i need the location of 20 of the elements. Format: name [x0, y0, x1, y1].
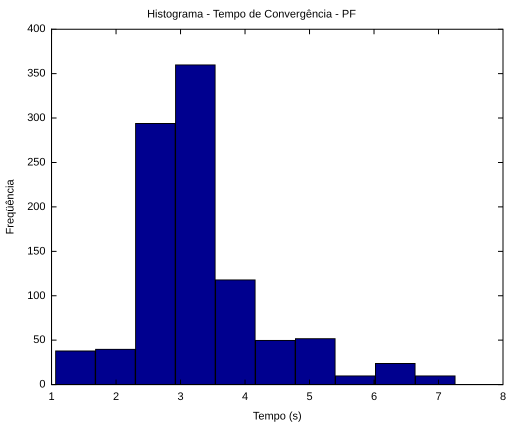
x-tick-label: 1	[48, 391, 55, 404]
y-axis-title: Freqüência	[4, 178, 17, 234]
x-tick-label: 2	[112, 391, 120, 404]
chart-title: Histograma - Tempo de Convergência - PF	[147, 8, 356, 21]
x-axis-title: Tempo (s)	[252, 410, 302, 422]
y-tick-label: 300	[27, 112, 46, 124]
y-tick-label: 50	[33, 334, 46, 346]
x-tick-label: 5	[306, 391, 313, 404]
x-tick-label: 6	[370, 391, 378, 404]
x-tick-label: 3	[177, 391, 184, 404]
y-tick-label: 0	[39, 378, 46, 391]
y-tick-label: 100	[27, 290, 46, 302]
y-tick-label: 350	[27, 68, 46, 80]
y-tick-label: 400	[27, 23, 46, 36]
y-tick-label: 200	[27, 200, 46, 213]
y-tick-label: 250	[27, 156, 46, 169]
x-tick-label: 8	[500, 391, 506, 404]
y-tick-label: 150	[27, 245, 46, 258]
x-tick-label: 7	[435, 391, 442, 404]
x-tick-label: 4	[242, 391, 248, 404]
